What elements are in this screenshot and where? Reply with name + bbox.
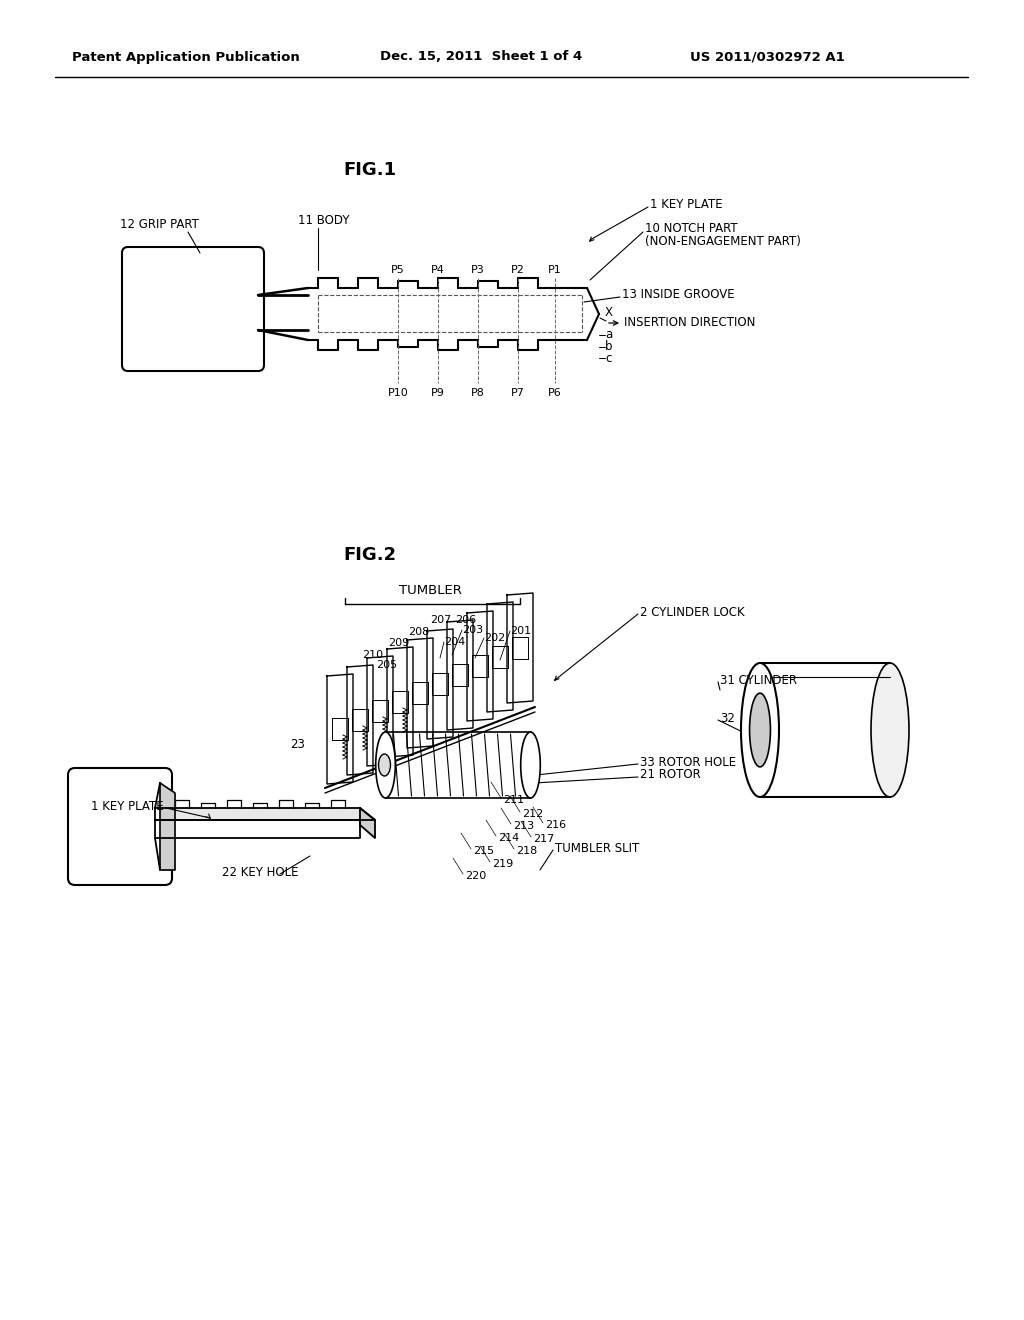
Text: 212: 212	[522, 809, 544, 818]
Text: 220: 220	[465, 871, 486, 880]
Text: P1: P1	[548, 265, 562, 275]
Text: 21 ROTOR: 21 ROTOR	[640, 768, 700, 781]
Text: X: X	[605, 306, 613, 319]
Text: 207: 207	[430, 615, 452, 624]
Text: 216: 216	[545, 820, 566, 830]
Text: FIG.2: FIG.2	[343, 546, 396, 564]
Polygon shape	[155, 820, 360, 838]
Polygon shape	[160, 783, 175, 870]
Ellipse shape	[871, 663, 909, 797]
Text: 213: 213	[513, 821, 535, 832]
Text: 23: 23	[290, 738, 305, 751]
Text: 205: 205	[376, 660, 397, 671]
Text: 215: 215	[473, 846, 495, 855]
Text: TUMBLER SLIT: TUMBLER SLIT	[555, 842, 639, 854]
Text: 211: 211	[503, 795, 524, 805]
Polygon shape	[360, 808, 375, 838]
Text: 202: 202	[484, 634, 505, 643]
Ellipse shape	[520, 733, 541, 799]
Text: P10: P10	[388, 388, 409, 399]
Ellipse shape	[750, 693, 770, 767]
Ellipse shape	[379, 754, 390, 776]
Text: P3: P3	[471, 265, 485, 275]
Text: (NON-ENGAGEMENT PART): (NON-ENGAGEMENT PART)	[645, 235, 801, 248]
Text: 33 ROTOR HOLE: 33 ROTOR HOLE	[640, 755, 736, 768]
Text: 12 GRIP PART: 12 GRIP PART	[120, 219, 199, 231]
Text: 210: 210	[362, 649, 383, 660]
Text: US 2011/0302972 A1: US 2011/0302972 A1	[690, 50, 845, 63]
Text: P9: P9	[431, 388, 445, 399]
Text: P6: P6	[548, 388, 562, 399]
Text: 218: 218	[516, 846, 538, 855]
Text: P7: P7	[511, 388, 525, 399]
Text: 13 INSIDE GROOVE: 13 INSIDE GROOVE	[622, 289, 734, 301]
Text: 201: 201	[510, 626, 531, 636]
Ellipse shape	[741, 663, 779, 797]
Text: 11 BODY: 11 BODY	[298, 214, 349, 227]
Text: 204: 204	[444, 638, 465, 647]
Text: 203: 203	[462, 624, 483, 635]
Text: P5: P5	[391, 265, 404, 275]
Text: P8: P8	[471, 388, 485, 399]
Text: 10 NOTCH PART: 10 NOTCH PART	[645, 222, 737, 235]
Text: 31 CYLINDER: 31 CYLINDER	[720, 673, 797, 686]
Text: 22 KEY HOLE: 22 KEY HOLE	[222, 866, 299, 879]
FancyBboxPatch shape	[122, 247, 264, 371]
Text: 219: 219	[492, 859, 513, 869]
Text: TUMBLER: TUMBLER	[398, 583, 462, 597]
Text: 208: 208	[408, 627, 429, 638]
Text: c: c	[605, 351, 611, 364]
Text: FIG.1: FIG.1	[343, 161, 396, 180]
Text: a: a	[605, 329, 612, 342]
Text: 1 KEY PLATE: 1 KEY PLATE	[91, 800, 164, 813]
Polygon shape	[155, 808, 375, 820]
Text: Patent Application Publication: Patent Application Publication	[72, 50, 300, 63]
Text: 217: 217	[534, 834, 554, 843]
Text: 214: 214	[498, 833, 519, 843]
Text: b: b	[605, 341, 612, 354]
Text: P4: P4	[431, 265, 445, 275]
Text: 32: 32	[720, 711, 735, 725]
Text: INSERTION DIRECTION: INSERTION DIRECTION	[624, 317, 756, 330]
Text: P2: P2	[511, 265, 525, 275]
Text: 2 CYLINDER LOCK: 2 CYLINDER LOCK	[640, 606, 744, 619]
FancyBboxPatch shape	[68, 768, 172, 884]
Ellipse shape	[376, 733, 395, 799]
Text: Dec. 15, 2011  Sheet 1 of 4: Dec. 15, 2011 Sheet 1 of 4	[380, 50, 583, 63]
Text: 209: 209	[388, 638, 410, 648]
Text: 206: 206	[455, 615, 476, 624]
Text: 1 KEY PLATE: 1 KEY PLATE	[650, 198, 723, 211]
